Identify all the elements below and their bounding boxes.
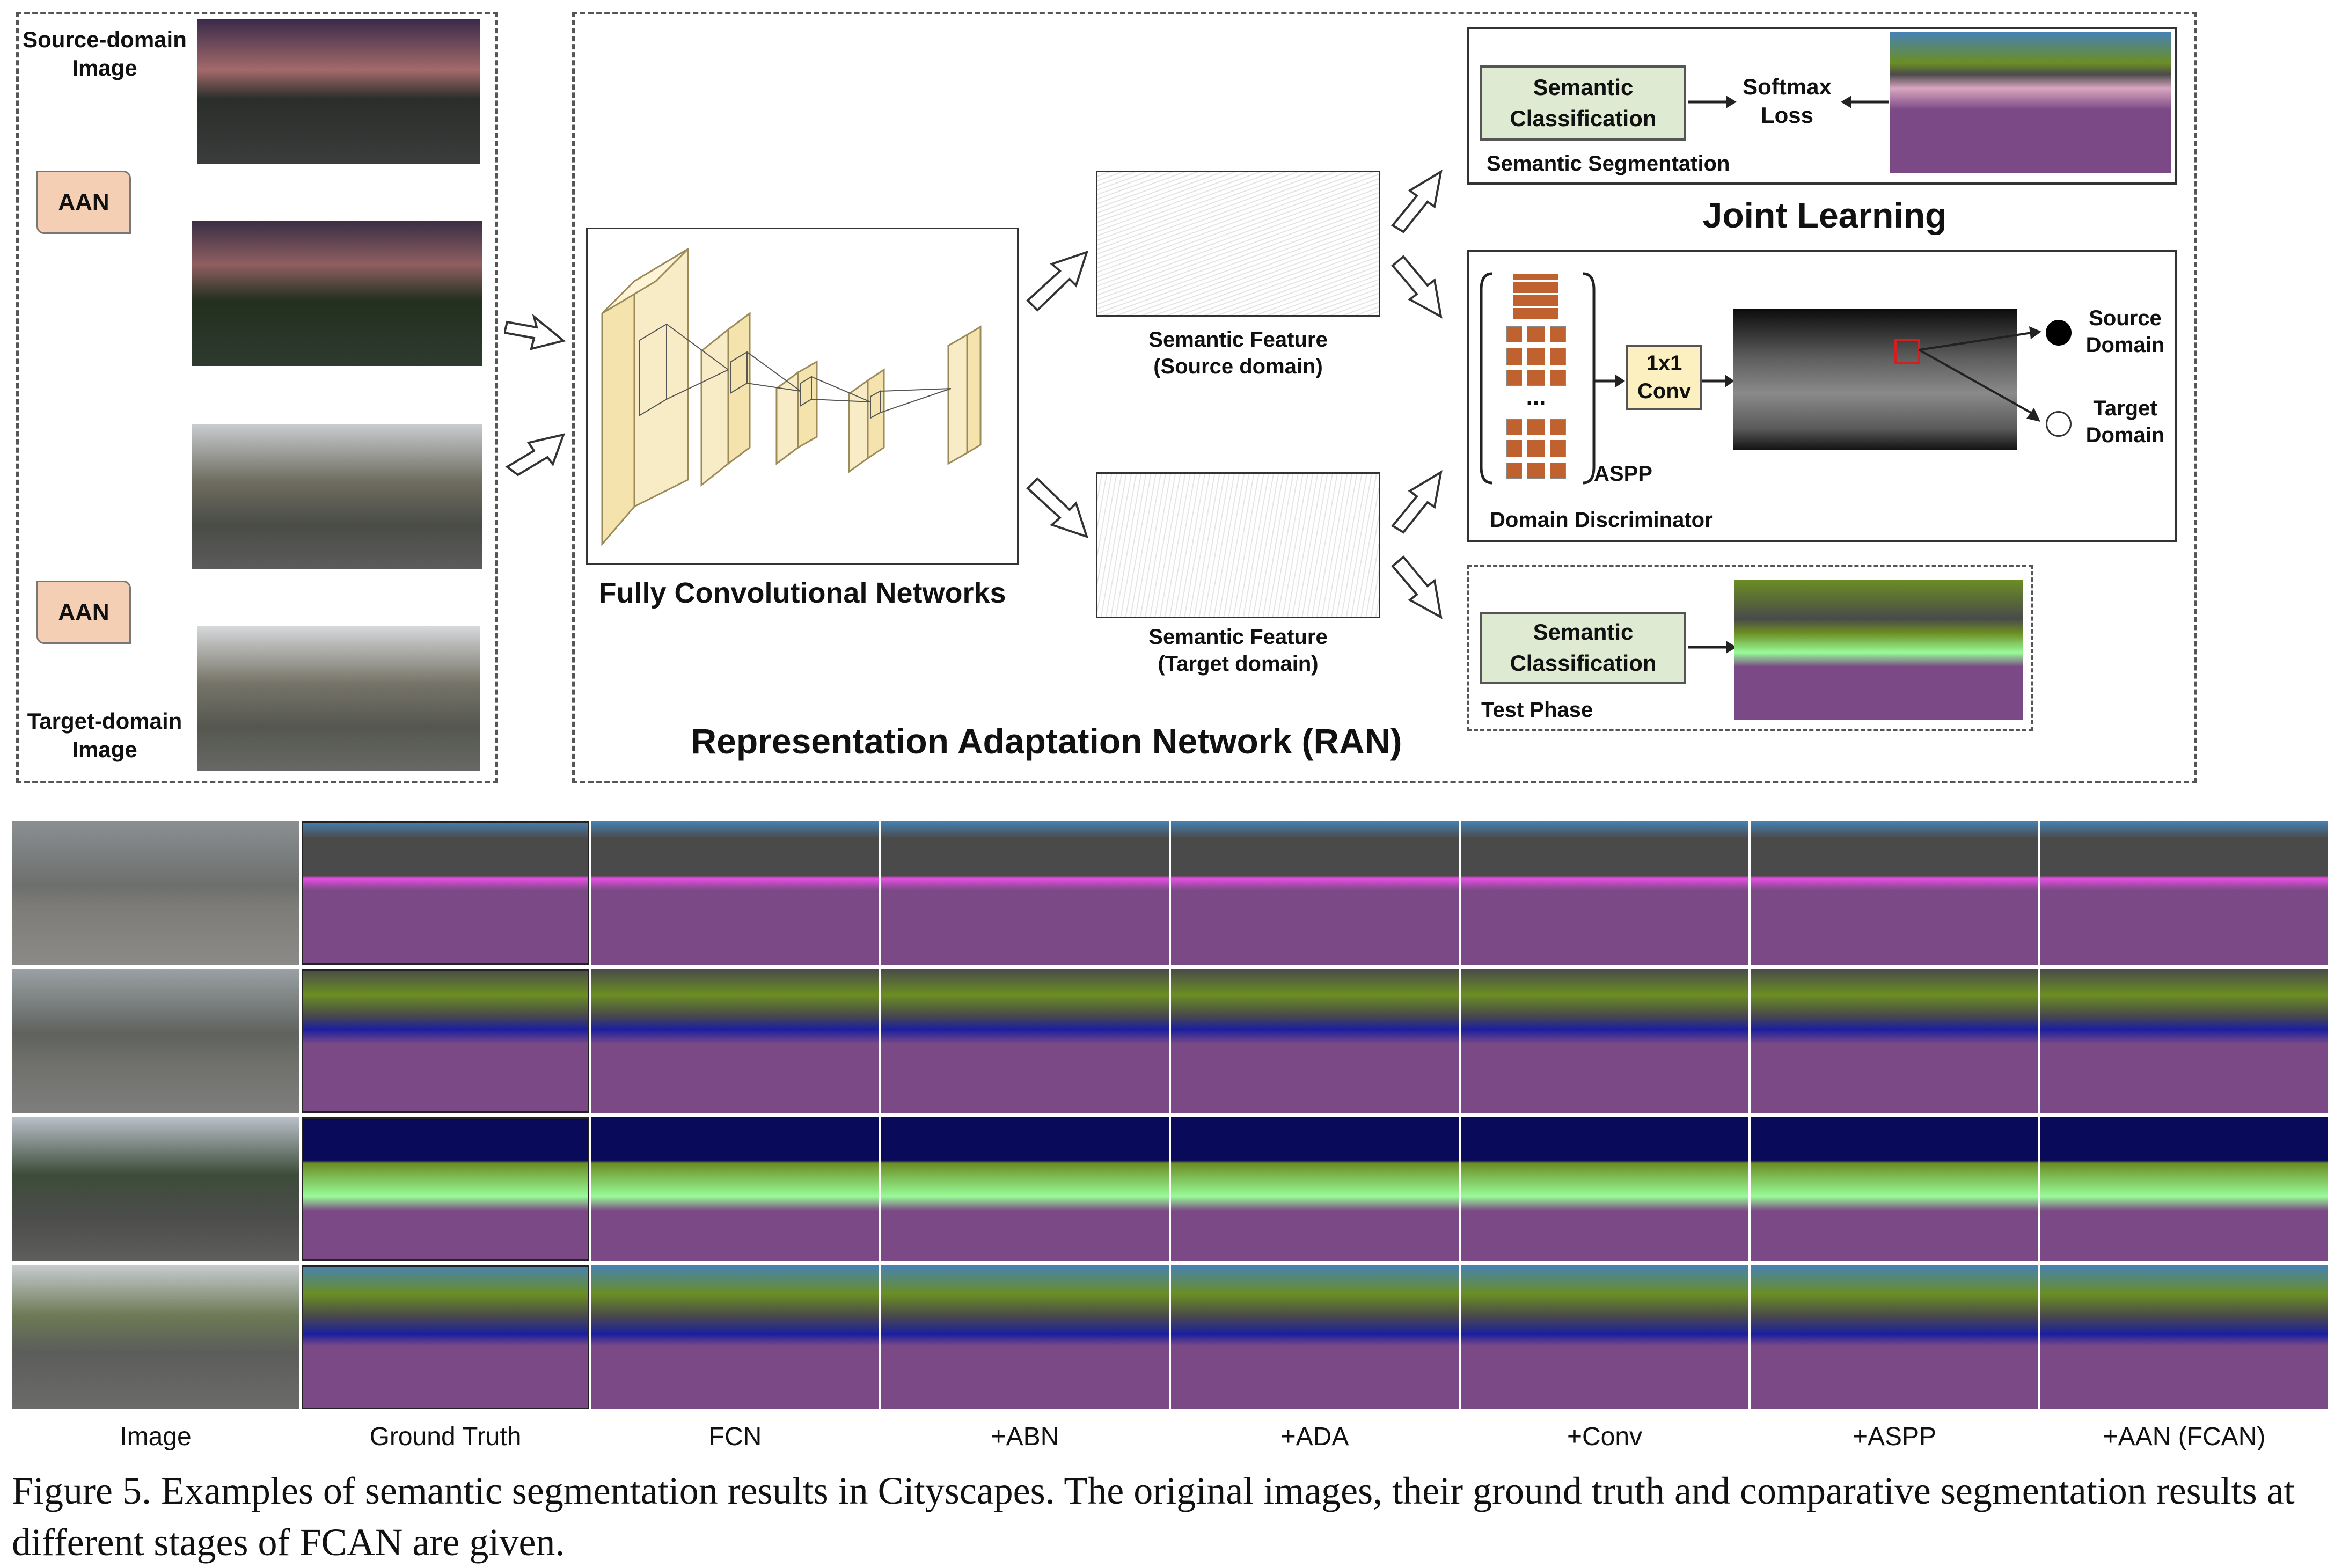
segmentation-thumbnail (1751, 821, 2038, 965)
column-label-fcn: FCN (708, 1423, 762, 1451)
segmentation-thumbnail (591, 821, 879, 965)
discriminator-caption: Domain Discriminator (1490, 508, 1713, 532)
aan-block-bottom: AAN (36, 581, 131, 644)
fcn-label: Fully Convolutional Networks (598, 577, 1006, 609)
source-image-adapted (192, 221, 482, 366)
ran-title: Representation Adaptation Network (RAN) (691, 721, 1402, 761)
segmentation-thumbnail (1171, 969, 1459, 1113)
target-image-adapted (192, 424, 482, 569)
segmentation-thumbnail (591, 969, 879, 1113)
segmentation-thumbnail (1461, 821, 1748, 965)
arrow-fcn-to-source-feature (1026, 250, 1089, 312)
segmentation-caption: Semantic Segmentation (1487, 152, 1730, 175)
test-phase-caption: Test Phase (1481, 698, 1593, 722)
input-image-thumbnail (12, 1117, 299, 1261)
segmentation-thumbnail (302, 821, 589, 965)
segmentation-thumbnail (302, 969, 589, 1113)
aspp-dots: ... (1526, 384, 1546, 410)
aspp-kernel-2-grid (1506, 326, 1566, 386)
aspp-bracket (1480, 272, 1596, 485)
segmentation-thumbnail (1171, 1265, 1459, 1409)
source-segmentation-map (1890, 32, 2171, 173)
column-label-abn: +ABN (991, 1423, 1059, 1451)
arrow-conv-to-map (1702, 375, 1734, 387)
figure-caption: Figure 5. Examples of semantic segmentat… (12, 1469, 2295, 1564)
arrow-source-to-discriminator (1391, 255, 1443, 319)
segmentation-thumbnail (302, 1265, 589, 1409)
column-label-conv: +Conv (1567, 1423, 1643, 1451)
segmentation-thumbnail (1171, 1117, 1459, 1261)
target-domain-label-right: Target Domain (2085, 397, 2165, 447)
segmentation-thumbnail (881, 821, 1169, 965)
column-label-ground-truth: Ground Truth (369, 1423, 522, 1451)
arrow-into-fcn-top (504, 313, 566, 350)
arrow-target-to-discriminator (1390, 470, 1443, 534)
target-feature-label: Semantic Feature (Target domain) (1148, 625, 1328, 676)
input-image-thumbnail (12, 1265, 299, 1409)
arrow-source-to-segmentation (1390, 169, 1443, 233)
softmax-loss-label: Softmax Loss (1743, 74, 1832, 128)
arrow-segmap-to-loss (1841, 96, 1889, 108)
source-domain-label: Source-domain Image (23, 27, 187, 80)
joint-learning-title: Joint Learning (1702, 195, 1947, 235)
source-image-original (197, 19, 480, 164)
segmentation-thumbnail (1751, 1117, 2038, 1261)
test-semantic-classification-box: Semantic Classification (1480, 612, 1686, 684)
target-segmentation-map (1734, 580, 2023, 720)
target-image-original (197, 626, 480, 771)
column-label-aan-fcan: +AAN (FCAN) (2103, 1423, 2266, 1451)
test-phase-box (1467, 565, 2033, 731)
domain-output-arrows (1919, 326, 2041, 422)
column-label-aspp: +ASPP (1852, 1423, 1937, 1451)
aspp-label: ASPP (1594, 462, 1652, 486)
probability-map-highlight (1894, 339, 1920, 364)
segmentation-thumbnail (302, 1117, 589, 1261)
column-label-ada: +ADA (1280, 1423, 1349, 1451)
input-image-thumbnail (12, 969, 299, 1113)
segmentation-thumbnail (1461, 969, 1748, 1113)
segmentation-thumbnail (2040, 1117, 2328, 1261)
segmentation-thumbnail (1751, 969, 2038, 1113)
aan-block-top: AAN (36, 171, 131, 234)
aspp-kernel-3-grid (1506, 419, 1566, 479)
segmentation-thumbnail (2040, 821, 2328, 965)
segmentation-thumbnail (881, 1265, 1169, 1409)
arrow-aspp-to-conv (1595, 375, 1625, 387)
segmentation-thumbnail (591, 1117, 879, 1261)
source-domain-label-right: Source Domain (2085, 306, 2165, 357)
segmentation-thumbnail (881, 969, 1169, 1113)
source-feature-map (1096, 171, 1380, 317)
segmentation-thumbnail (1751, 1265, 2038, 1409)
arrow-classification-to-loss (1688, 96, 1737, 108)
segmentation-thumbnail (2040, 969, 2328, 1113)
target-feature-map (1096, 472, 1380, 618)
semantic-classification-box: Semantic Classification (1480, 65, 1686, 141)
arrow-test-classification-to-map (1688, 641, 1737, 654)
target-domain-label: Target-domain Image (27, 708, 182, 762)
segmentation-thumbnail (591, 1265, 879, 1409)
fcn-layers-diagram (601, 247, 982, 547)
source-feature-label: Semantic Feature (Source domain) (1148, 328, 1328, 378)
segmentation-thumbnail (1461, 1265, 1748, 1409)
arrow-fcn-to-target-feature (1026, 477, 1089, 539)
segmentation-thumbnail (1171, 821, 1459, 965)
target-domain-node (2046, 411, 2072, 437)
segmentation-thumbnail (881, 1117, 1169, 1261)
column-label-image: Image (120, 1423, 192, 1451)
source-domain-node (2046, 320, 2072, 346)
segmentation-thumbnail (1461, 1117, 1748, 1261)
aan-panel (16, 12, 498, 783)
aspp-kernel-1 (1513, 274, 1558, 319)
conv-1x1-box: 1x1 Conv (1626, 345, 1702, 410)
input-image-thumbnail (12, 821, 299, 965)
segmentation-thumbnail (2040, 1265, 2328, 1409)
ran-panel (572, 12, 2197, 783)
arrow-into-fcn-bottom (505, 433, 566, 477)
arrow-target-to-test (1391, 555, 1443, 619)
